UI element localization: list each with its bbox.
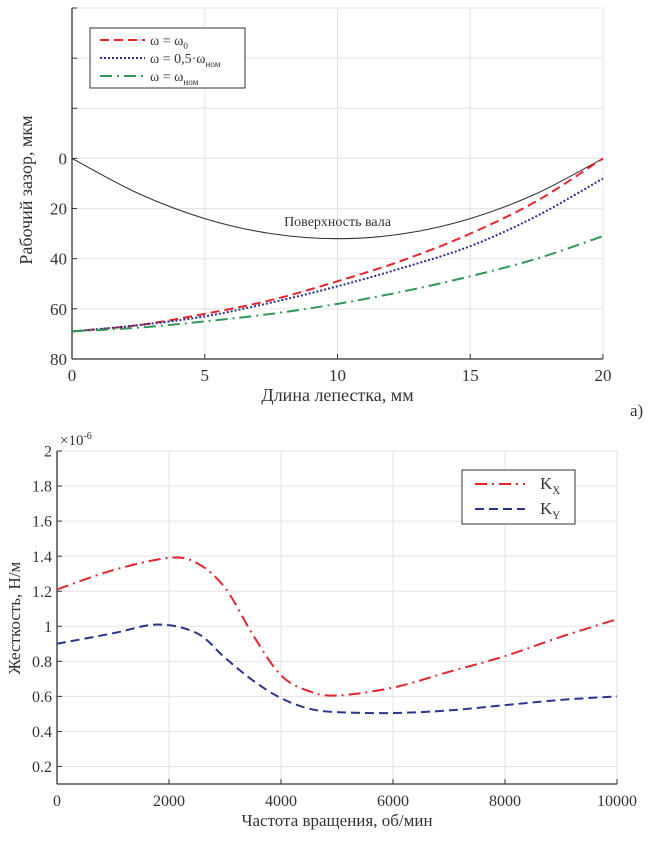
x-tick-label: 0 xyxy=(68,366,77,385)
legend-label: ω = ω0 xyxy=(150,34,188,51)
series-line-1 xyxy=(56,623,618,715)
y-tick-label: 1 xyxy=(44,619,52,636)
legend-label: ω = 0,5·ωном xyxy=(150,52,221,69)
x-tick-label: 8000 xyxy=(489,793,521,810)
x-tick-label: 6000 xyxy=(377,793,409,810)
y-tick-label: 20 xyxy=(50,200,67,219)
x-tick-label: 10000 xyxy=(597,793,637,810)
series-line-0 xyxy=(71,157,604,240)
y-tick-label: 0.6 xyxy=(32,689,52,706)
x-tick-label: 5 xyxy=(201,366,210,385)
annotation-shaft-surface: Поверхность вала xyxy=(284,215,392,230)
legend-box xyxy=(89,27,246,89)
y-tick-label: 1.2 xyxy=(32,584,52,601)
y-tick-label: 0.8 xyxy=(32,654,52,671)
x-tick-label: 0 xyxy=(53,793,61,810)
panel-label: а) xyxy=(630,401,643,420)
x-tick-label: 4000 xyxy=(265,793,297,810)
x-tick-label: 10 xyxy=(329,366,346,385)
y-tick-label: 0.4 xyxy=(32,724,52,741)
y-tick-label: 80 xyxy=(50,350,67,369)
legend-label: KX xyxy=(540,474,560,497)
chart-working-gap: 0 5 10 15 20 0 20 40 60 80 Длина лепестка, мм Рабоч… xyxy=(16,7,612,405)
x-axis-label: Длина лепестка, мм xyxy=(261,385,413,405)
y-tick-label: 2 xyxy=(44,444,52,461)
x-tick-label: 20 xyxy=(595,366,612,385)
y-tick-label: 1.4 xyxy=(32,549,52,566)
y-tick-label: 1.8 xyxy=(32,479,52,496)
y-axis-label: Рабочий зазор, мкм xyxy=(16,115,36,264)
series-line-1 xyxy=(71,157,604,333)
x-tick-label: 15 xyxy=(462,366,479,385)
y-tick-label: 1.6 xyxy=(32,514,52,531)
chart-stiffness: 0 2000 4000 6000 8000 10000 0.2 0.4 0.6 0.8 1 1.2 1.… xyxy=(5,431,637,830)
legend-label: ω = ωном xyxy=(150,70,199,87)
series-line-2 xyxy=(71,177,604,333)
x-tick-label: 2000 xyxy=(153,793,185,810)
legend-label: KY xyxy=(540,499,560,522)
series-line-3 xyxy=(71,235,604,333)
y-tick-label: 40 xyxy=(50,250,67,269)
y-tick-label: 60 xyxy=(50,300,67,319)
legend-box xyxy=(461,469,576,525)
y-axis-label: Жесткость, Н/м xyxy=(5,561,24,674)
y-tick-label: 0 xyxy=(59,149,68,168)
x-axis-label: Частота вращения, об/мин xyxy=(241,811,432,830)
exponent-label: ×10-6 xyxy=(60,431,92,449)
y-tick-label: 0.2 xyxy=(32,759,52,776)
